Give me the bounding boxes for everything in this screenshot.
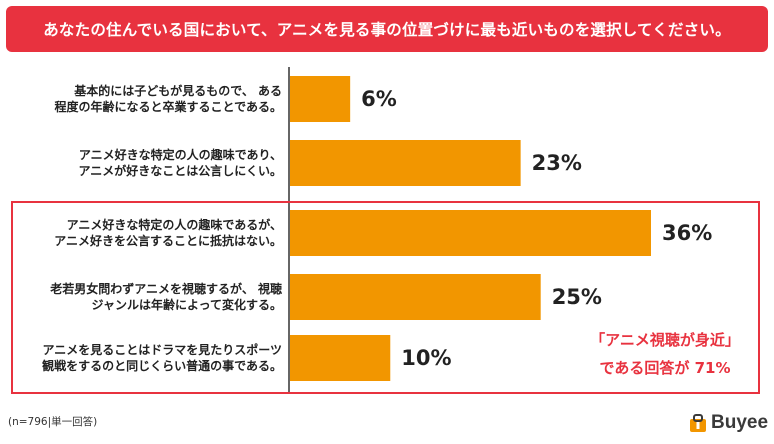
callout: 「アニメ視聴が身近」 である回答が 71% xyxy=(572,326,758,382)
bar-2 xyxy=(290,210,651,256)
value-label-0: 6% xyxy=(361,87,397,111)
category-label-1: アニメ好きな特定の人の趣味であり、 アニメが好きなことは公言しにくい。 xyxy=(78,148,282,178)
bar-0 xyxy=(290,76,351,122)
value-label-1: 23% xyxy=(531,151,582,175)
category-label-0: 基本的には子どもが見るもので、 ある 程度の年齢になると卒業することである。 xyxy=(54,84,282,114)
chart-title: あなたの住んでいる国において、アニメを見る事の位置づけに最も近いものを選択してく… xyxy=(43,21,731,39)
category-label-3: 老若男女問わずアニメを視聴するが、 視聴 ジャンルは年齢によって変化する。 xyxy=(50,282,282,312)
title-bar: あなたの住んでいる国において、アニメを見る事の位置づけに最も近いものを選択してく… xyxy=(6,6,768,52)
category-label-2: アニメ好きな特定の人の趣味であるが、 アニメ好きを公言することに抵抗はない。 xyxy=(54,218,282,248)
callout-line2: である回答が 71% xyxy=(599,359,731,377)
value-label-3: 25% xyxy=(551,285,602,309)
value-label-4: 10% xyxy=(401,346,452,370)
bar-1 xyxy=(290,140,521,186)
logo-text: Buyee xyxy=(711,412,769,433)
bar-4 xyxy=(290,335,391,381)
bar-3 xyxy=(290,274,541,320)
buyee-logo: Buyee xyxy=(688,410,768,436)
buyee-bag-icon xyxy=(690,414,706,432)
footnote: (n=796|単一回答) xyxy=(8,416,98,428)
value-label-2: 36% xyxy=(662,221,713,245)
highlight-box xyxy=(11,201,760,394)
category-label-4: アニメを見ることはドラマを見たりスポーツ 観戦をするのと同じくらい普通の事である… xyxy=(42,343,282,373)
callout-line1: 「アニメ視聴が身近」 xyxy=(590,331,740,349)
